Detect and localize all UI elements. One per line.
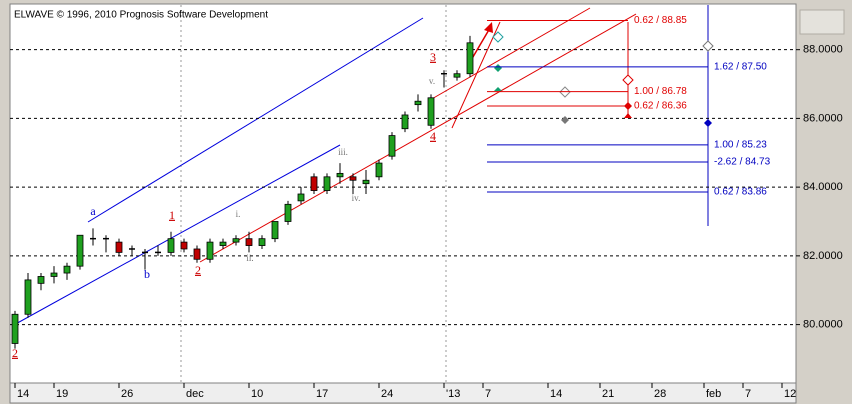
candle-body: [24, 279, 32, 315]
candle-body: [388, 135, 396, 157]
wave-label: v.: [429, 76, 435, 86]
wave-label: i.: [236, 209, 241, 219]
candle-body: [271, 221, 279, 240]
marker: [702, 40, 714, 52]
candle-body: [219, 241, 227, 246]
plot-area: [9, 3, 797, 384]
candle-body: [401, 114, 409, 130]
channel-line: [87, 17, 424, 223]
x-tick-label: feb: [706, 388, 721, 400]
candle-body: [453, 73, 461, 78]
x-tick-label: dec: [186, 388, 204, 400]
x-tick-label: 14: [17, 388, 29, 400]
target-label: -2.62 / 84.73: [714, 157, 771, 168]
marker: [494, 87, 502, 91]
wave-label: 3: [430, 50, 436, 64]
candle-body: [206, 241, 214, 260]
candle-body: [50, 272, 58, 277]
marker: [494, 64, 502, 72]
x-tick-label: 17: [316, 388, 328, 400]
candle-body: [284, 203, 292, 222]
wave-label: 2: [12, 346, 18, 360]
x-tick-label: 19: [56, 388, 68, 400]
target-label: 0.62 / 88.85: [634, 15, 687, 26]
target-label: 1.62 / 87.50: [714, 61, 767, 72]
wave-label: ii.: [246, 253, 253, 263]
y-tick-label: 84.0000: [803, 181, 843, 193]
candle-body: [323, 176, 331, 191]
target-label: 1.00 / 86.78: [634, 86, 687, 97]
wave-label: b: [144, 267, 150, 281]
wave-label: iv.: [352, 193, 361, 203]
x-tick-label: 10: [251, 388, 263, 400]
marker: [704, 119, 712, 127]
x-tick-label: 12: [784, 388, 796, 400]
marker: [561, 116, 569, 124]
x-tick-label: 26: [121, 388, 133, 400]
channel-line: [199, 13, 637, 263]
y-tick-label: 86.0000: [803, 112, 843, 124]
y-tick-label: 88.0000: [803, 44, 843, 56]
candle-body: [76, 234, 84, 267]
candle-body: [336, 172, 344, 178]
x-tick-label: 28: [654, 388, 666, 400]
candle-body: [310, 176, 318, 191]
candle-body: [414, 100, 422, 106]
candle-body: [297, 193, 305, 202]
channel-line: [429, 7, 591, 101]
x-tick-label: 21: [602, 388, 614, 400]
candle-body: [11, 313, 19, 344]
chart-title: ELWAVE © 1996, 2010 Prognosis Software D…: [14, 10, 268, 21]
x-tick-label: 7: [745, 388, 751, 400]
candle-body: [63, 265, 71, 274]
x-tick-label: 7: [485, 388, 491, 400]
wave-label: 1: [169, 208, 175, 222]
candle-body: [193, 248, 201, 260]
candle-body: [362, 179, 370, 185]
candle-body: [375, 162, 383, 178]
target-label: 0.62 / 86.36: [634, 101, 687, 112]
marker: [622, 74, 634, 86]
wave-label: 4: [430, 129, 436, 143]
candle-body: [427, 97, 435, 126]
y-tick-label: 80.0000: [803, 318, 843, 330]
candle-body: [245, 238, 253, 246]
arrow-head: [484, 22, 493, 33]
target-label: 1.00 / 85.23: [714, 140, 767, 151]
channel-line: [451, 21, 501, 129]
candle-body: [37, 276, 45, 284]
wave-label: a: [90, 204, 96, 218]
candle-body: [349, 176, 357, 181]
target-label: 0.62 / 83.86: [714, 187, 767, 198]
y-tick-label: 82.0000: [803, 250, 843, 262]
wave-label: 2: [195, 263, 201, 277]
x-tick-label: 14: [550, 388, 562, 400]
candle-body: [115, 241, 123, 253]
candle-body: [232, 238, 240, 243]
x-tick-label: 24: [381, 388, 393, 400]
candle-body: [180, 241, 188, 250]
channel-line: [11, 144, 341, 327]
corner-button[interactable]: [799, 9, 845, 35]
candle-body: [466, 42, 474, 75]
marker: [624, 113, 632, 118]
candle-body: [258, 238, 266, 246]
candle-body: [167, 238, 175, 253]
wave-label: iii.: [338, 147, 348, 157]
marker: [492, 31, 504, 43]
x-tick-label: '13: [446, 388, 460, 400]
